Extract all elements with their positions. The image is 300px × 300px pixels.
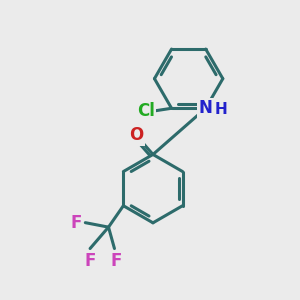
Text: Cl: Cl <box>137 102 154 120</box>
Text: H: H <box>215 102 228 117</box>
Text: F: F <box>84 252 96 270</box>
Text: N: N <box>199 99 213 117</box>
Text: F: F <box>110 252 122 270</box>
Text: O: O <box>129 127 143 145</box>
Text: F: F <box>70 214 82 232</box>
